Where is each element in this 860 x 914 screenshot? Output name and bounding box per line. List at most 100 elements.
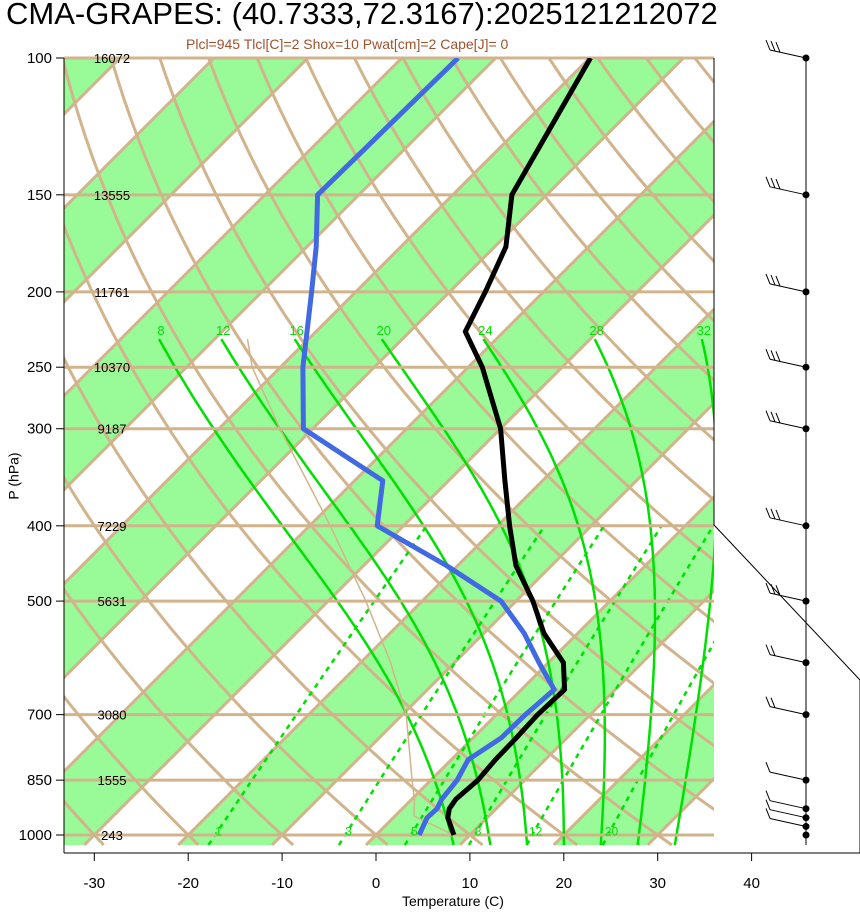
mixing-ratio-label: 20: [605, 825, 619, 839]
dry-adiabat-line: [499, 58, 714, 323]
mixing-ratio-line: [207, 525, 428, 846]
x-tick-label: -30: [83, 875, 105, 892]
wind-barb-flag: [765, 761, 771, 773]
wind-barb-flag: [765, 696, 771, 707]
wind-barb-shaft: [769, 771, 807, 781]
wind-barb-flag: [765, 644, 771, 655]
height-label: 13555: [94, 188, 130, 203]
pressure-tick-label: 400: [27, 518, 52, 535]
wind-barb-shaft: [769, 49, 807, 59]
wind-barb-flag: [775, 585, 781, 596]
moist-adiabat-label: 32: [697, 323, 711, 338]
wind-barb-flag: [775, 412, 781, 424]
dry-adiabat-line: [693, 58, 714, 85]
wind-barb-flag: [775, 275, 781, 287]
dry-adiabat-line: [304, 58, 714, 563]
pressure-tick-label: 850: [27, 772, 52, 789]
height-label: 3080: [98, 708, 127, 723]
height-label: 5631: [98, 594, 127, 609]
pressure-tick-label: 1000: [19, 827, 52, 844]
wind-barb-flag: [770, 645, 776, 656]
wind-barb: [765, 39, 807, 59]
chart-labels: 8 12 16 20 24 28 321 3 5 8 12 201000850700500400300…: [19, 50, 760, 892]
wind-barb-flag: [765, 176, 771, 188]
wind-barb-flag: [765, 410, 771, 421]
wind-barb: [765, 808, 807, 827]
wind-barb-shaft: [769, 592, 807, 602]
parcel-line: [246, 338, 455, 836]
wind-barb-flag: [775, 178, 781, 190]
pressure-tick-label: 250: [27, 359, 52, 376]
dry-adiabat-line: [353, 58, 714, 502]
wind-panel-border: [713, 58, 860, 853]
isotherm-line: [836, 58, 860, 845]
wind-barb: [765, 176, 807, 196]
height-label: 1555: [98, 773, 127, 788]
moist-adiabat-line: [293, 338, 529, 846]
wind-barb-shaft: [769, 283, 807, 293]
temperature-line: [445, 58, 593, 836]
wind-panel: [713, 39, 860, 853]
mixing-ratio-line: [467, 525, 663, 846]
dry-adiabat-line: [207, 58, 714, 686]
wind-barb: [765, 799, 807, 819]
wind-barb: [765, 349, 807, 368]
wind-barb-flag: [770, 177, 776, 189]
x-tick-label: 10: [462, 875, 479, 892]
wind-barb-flag: [775, 351, 781, 362]
wind-barb: [765, 273, 807, 293]
isotherm-band: [64, 121, 714, 845]
mixing-ratio-lines: [207, 525, 714, 846]
wind-barb: [765, 644, 807, 664]
moist-adiabat-label: 16: [289, 323, 303, 338]
x-tick-label: 40: [743, 875, 760, 892]
x-axis-label: Temperature (C): [402, 893, 504, 909]
isotherm-line: [64, 58, 309, 305]
wind-barb: [765, 790, 807, 810]
wind-barb-flag: [770, 274, 776, 286]
wind-barb: [765, 761, 807, 781]
wind-barb-shaft: [769, 517, 807, 527]
isotherm-line: [64, 58, 403, 398]
wind-barb-shaft: [769, 654, 807, 664]
wind-barb-flag: [770, 584, 776, 595]
dewpoint-line: [300, 58, 557, 837]
pressure-tick-label: 100: [27, 50, 52, 67]
pressure-tick-label: 300: [27, 421, 52, 438]
pressure-levels: [56, 56, 714, 837]
profiles: [300, 58, 593, 837]
x-tick-label: 20: [555, 875, 572, 892]
chart-title: CMA-GRAPES: (40.7333,72.3167):2025121212…: [6, 0, 718, 31]
wind-barb: [765, 582, 807, 602]
moist-adiabat-label: 8: [157, 323, 164, 338]
moist-adiabat-label: 24: [478, 323, 492, 338]
wind-barb: [765, 507, 807, 527]
wind-barb-shaft: [769, 800, 807, 810]
x-tick-label: -10: [271, 875, 293, 892]
chart-subtitle: Plcl=945 Tlcl[C]=2 Shox=10 Pwat[cm]=2 Ca…: [186, 36, 509, 52]
wind-barb-flag: [765, 799, 771, 810]
dry-adiabat-line: [450, 58, 714, 383]
pressure-tick-label: 150: [27, 187, 52, 204]
wind-barb-shaft: [769, 809, 807, 819]
axes: [63, 58, 860, 861]
wind-barb-flag: [775, 509, 781, 521]
moist-adiabat-label: 28: [589, 323, 603, 338]
isotherm-line: [0, 58, 26, 845]
moist-adiabat-line: [220, 338, 492, 846]
isotherm-line: [64, 58, 591, 586]
mixing-ratio-label: 12: [529, 825, 543, 839]
mixing-ratio-line: [525, 525, 714, 846]
isotherm-line: [64, 58, 685, 680]
wind-barb-flag: [765, 808, 771, 819]
moist-adiabat-line: [482, 338, 607, 846]
wind-barb-shaft: [769, 358, 807, 368]
isotherm-line: [64, 58, 216, 211]
wind-barb-shaft: [769, 706, 807, 716]
moist-adiabat-label: 12: [216, 323, 230, 338]
moist-adiabat-line: [380, 338, 566, 845]
height-label: 10370: [94, 360, 130, 375]
isotherm-band: [742, 58, 860, 845]
